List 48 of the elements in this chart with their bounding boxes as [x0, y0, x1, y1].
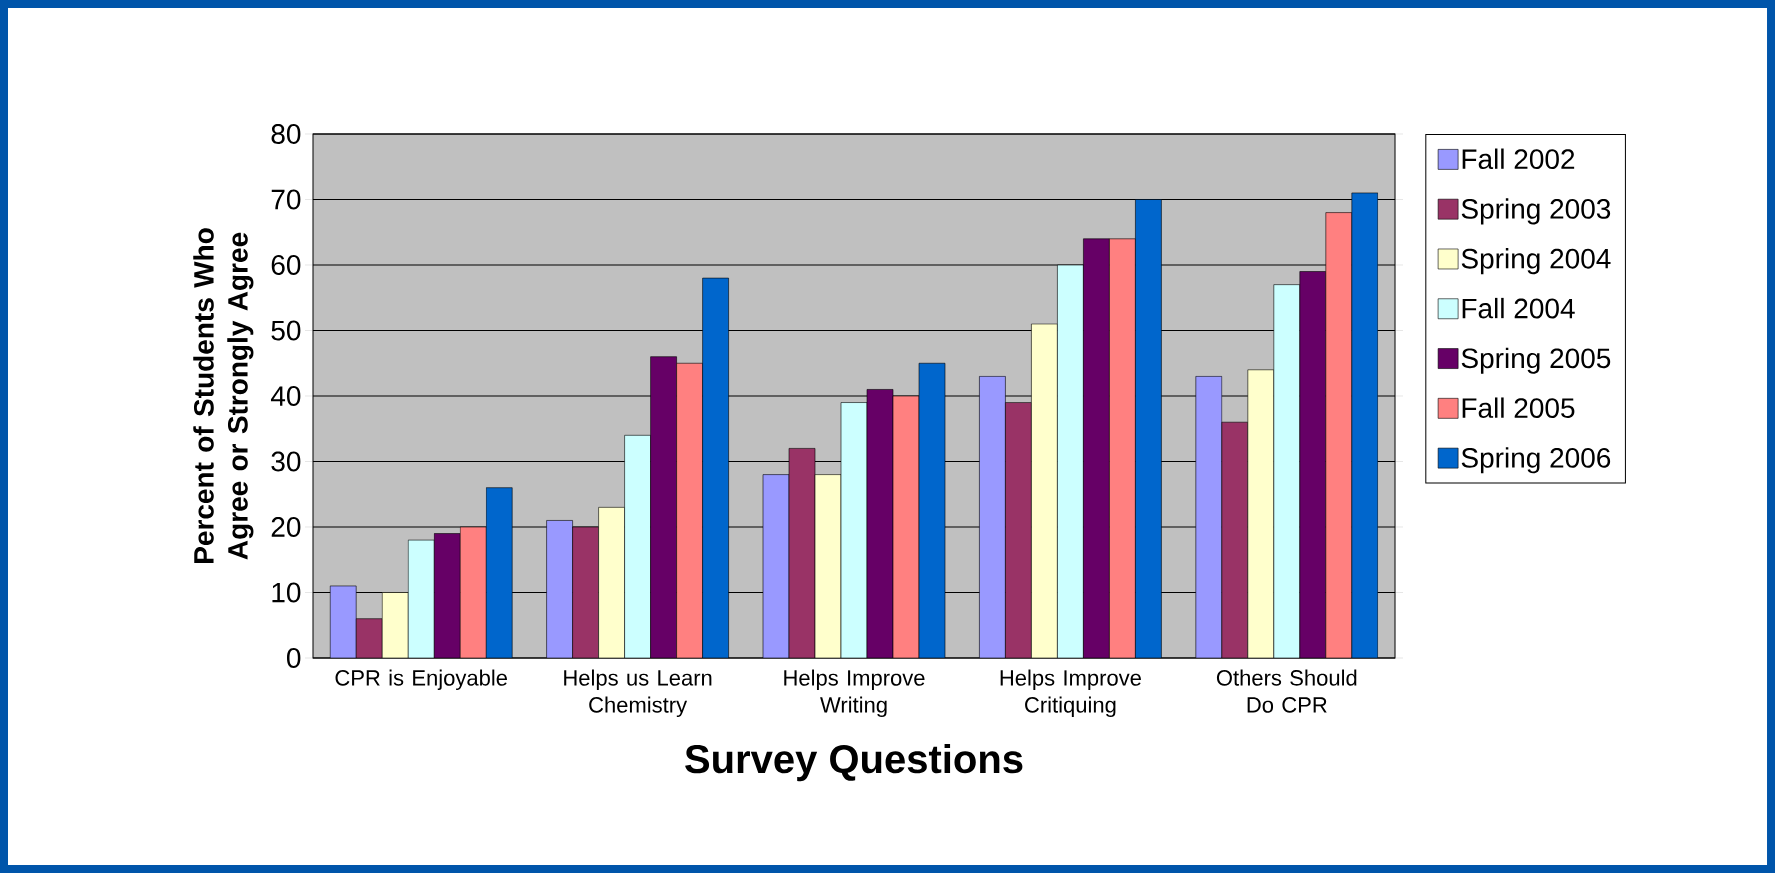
- bar: [1351, 192, 1379, 658]
- bar: [1273, 284, 1301, 658]
- y-tick-label: 50: [271, 320, 301, 341]
- bar: [407, 539, 435, 658]
- legend-label: Spring 2003: [1461, 198, 1611, 225]
- legend-label: Spring 2005: [1461, 347, 1611, 374]
- y-axis-title: Percent of Students Who Agree or Strongly Agree: [193, 228, 254, 563]
- bar: [918, 362, 946, 658]
- bar: [702, 277, 729, 658]
- legend-label: Fall 2004: [1462, 297, 1575, 319]
- bar: [459, 526, 487, 658]
- x-tick-label: Others Should Do CPR: [1216, 669, 1357, 713]
- bar: [1109, 238, 1136, 658]
- bar: [650, 356, 677, 658]
- bar: [788, 448, 816, 658]
- bar: [676, 362, 703, 658]
- legend-label: Spring 2006: [1461, 447, 1611, 474]
- bar: [1221, 421, 1249, 658]
- y-tick-label: 30: [271, 451, 301, 472]
- bar: [1299, 271, 1327, 658]
- x-tick-label: CPR is Enjoyable: [335, 669, 507, 691]
- y-tick-label: 40: [270, 386, 301, 406]
- y-tick-label: 20: [271, 517, 301, 537]
- bar: [624, 435, 651, 658]
- x-tick-label: Helps Improve Critiquing: [1000, 669, 1141, 718]
- legend-label: Spring 2004: [1461, 248, 1611, 275]
- y-tick-label: 0: [287, 648, 301, 668]
- bar: [355, 618, 383, 658]
- bar: [1083, 238, 1110, 658]
- x-tick-label: Helps us Learn Chemistry: [564, 669, 712, 718]
- legend-label: Fall 2005: [1462, 397, 1575, 418]
- bar: [485, 487, 513, 658]
- y-tick-label: 10: [272, 582, 301, 603]
- x-tick-label: Helps Improve Writing: [784, 669, 925, 718]
- bar: [1135, 199, 1162, 658]
- bar: [892, 395, 920, 658]
- y-tick-label: 60: [271, 255, 301, 275]
- bar: [1057, 264, 1084, 658]
- bar: [840, 402, 868, 658]
- bar: [572, 526, 599, 658]
- bar: [433, 533, 461, 658]
- bar: [1005, 402, 1032, 658]
- bar: [866, 389, 894, 658]
- y-tick-label: 70: [271, 189, 301, 210]
- x-axis-title: Survey Questions: [685, 743, 1023, 782]
- bar: [1325, 212, 1353, 658]
- legend-label: Fall 2002: [1462, 148, 1575, 170]
- y-tick-label: 80: [271, 124, 301, 144]
